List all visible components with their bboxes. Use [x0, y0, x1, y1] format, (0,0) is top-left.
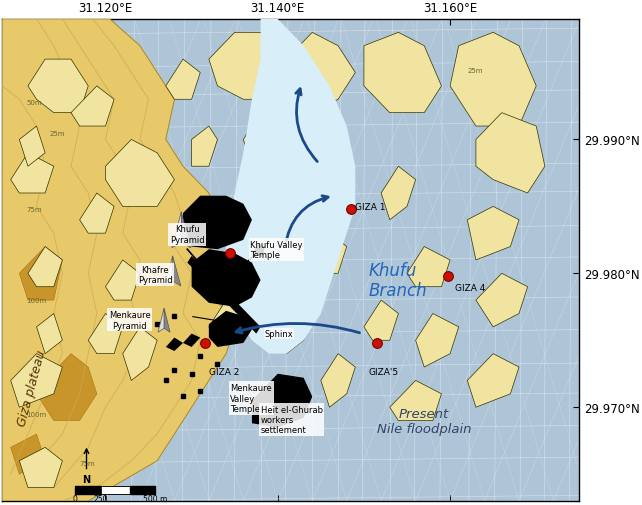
Polygon shape [226, 20, 355, 354]
Polygon shape [172, 212, 181, 248]
Text: GIZA 2: GIZA 2 [209, 367, 239, 376]
Polygon shape [158, 309, 164, 333]
Polygon shape [467, 354, 519, 408]
Polygon shape [183, 334, 200, 347]
Text: GIZA 4: GIZA 4 [455, 283, 485, 292]
Text: Sphinx: Sphinx [265, 329, 293, 338]
Polygon shape [321, 354, 355, 408]
Text: Khufu
Branch: Khufu Branch [369, 261, 427, 300]
Text: GIZA 1: GIZA 1 [355, 203, 386, 212]
Polygon shape [209, 311, 252, 347]
Text: Khufu Valley
Temple: Khufu Valley Temple [250, 240, 302, 260]
Polygon shape [364, 33, 442, 114]
Polygon shape [19, 127, 45, 167]
Text: 250: 250 [94, 494, 108, 503]
Text: 0: 0 [73, 494, 78, 503]
Polygon shape [11, 434, 45, 474]
Polygon shape [37, 354, 97, 421]
Polygon shape [209, 300, 243, 340]
Polygon shape [11, 154, 54, 193]
Polygon shape [467, 207, 519, 261]
Text: Heit el-Ghurab
workers
settlement: Heit el-Ghurab workers settlement [261, 405, 322, 434]
Polygon shape [164, 257, 173, 286]
Text: 50m: 50m [26, 100, 42, 106]
Polygon shape [164, 309, 170, 333]
Text: Giza plateau: Giza plateau [16, 348, 49, 427]
Polygon shape [181, 212, 191, 248]
Text: N: N [82, 474, 91, 484]
Polygon shape [191, 250, 261, 307]
Text: Khufu
Pyramid: Khufu Pyramid [170, 225, 205, 244]
Polygon shape [252, 374, 312, 427]
Polygon shape [381, 167, 415, 220]
Polygon shape [364, 300, 399, 340]
Text: Present
Nile floodplain: Present Nile floodplain [377, 407, 471, 435]
Text: 100m: 100m [26, 411, 46, 417]
Polygon shape [123, 327, 157, 381]
Text: 75m: 75m [26, 207, 42, 213]
Polygon shape [450, 33, 536, 127]
Polygon shape [415, 314, 458, 367]
Text: 25m: 25m [467, 68, 483, 74]
Polygon shape [243, 114, 278, 167]
Polygon shape [476, 114, 545, 193]
Polygon shape [71, 87, 114, 127]
Polygon shape [2, 20, 235, 501]
Polygon shape [278, 300, 312, 354]
Text: GIZA'5: GIZA'5 [369, 367, 398, 376]
Polygon shape [11, 354, 62, 408]
Polygon shape [19, 447, 62, 487]
Text: GIZA 3: GIZA 3 [200, 278, 230, 287]
Polygon shape [80, 193, 114, 234]
Polygon shape [390, 381, 442, 421]
Text: 25m: 25m [49, 130, 65, 136]
Polygon shape [183, 196, 252, 250]
Polygon shape [187, 257, 261, 334]
Text: 500 m: 500 m [143, 494, 168, 503]
Polygon shape [286, 33, 355, 114]
Polygon shape [28, 247, 62, 287]
Polygon shape [407, 247, 450, 287]
Polygon shape [252, 244, 265, 258]
Text: Menkaure
Valley
Temple: Menkaure Valley Temple [230, 383, 272, 413]
Polygon shape [166, 338, 183, 351]
Text: 75m: 75m [80, 461, 95, 467]
Text: 100m: 100m [26, 297, 46, 304]
Polygon shape [261, 193, 295, 234]
Polygon shape [19, 247, 62, 300]
Polygon shape [37, 314, 62, 354]
Polygon shape [312, 234, 347, 274]
Polygon shape [105, 140, 175, 207]
Polygon shape [88, 314, 123, 354]
Polygon shape [173, 257, 181, 286]
Polygon shape [209, 33, 278, 100]
Polygon shape [191, 127, 218, 167]
Polygon shape [304, 140, 338, 180]
Polygon shape [105, 261, 140, 300]
Polygon shape [28, 60, 88, 114]
Text: Menkaure
Pyramid: Menkaure Pyramid [108, 311, 150, 330]
Text: Khafre
Pyramid: Khafre Pyramid [138, 265, 173, 284]
Polygon shape [166, 60, 200, 100]
Polygon shape [476, 274, 528, 327]
